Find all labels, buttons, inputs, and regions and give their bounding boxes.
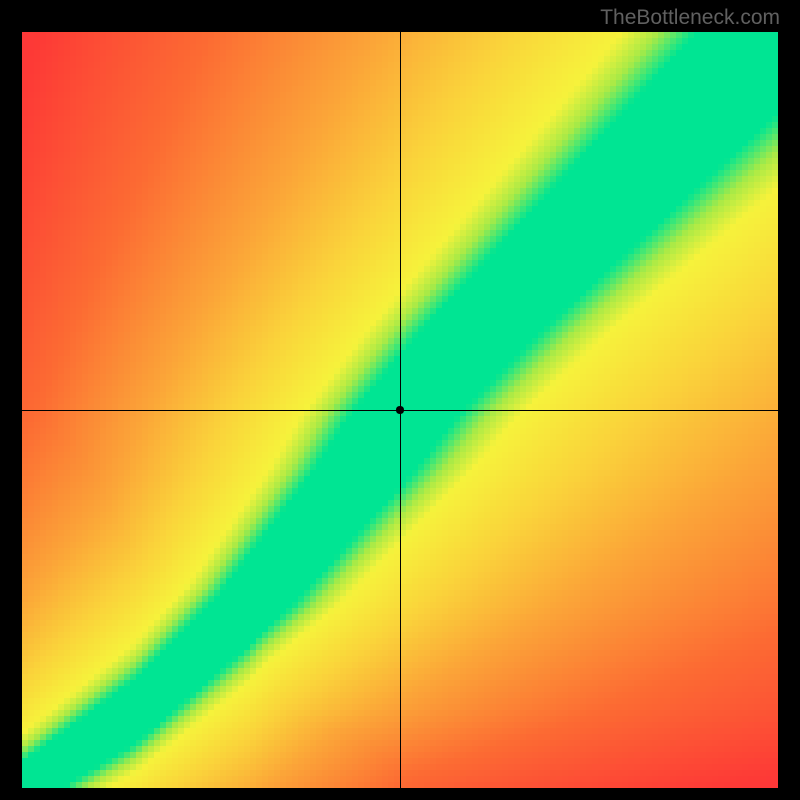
heatmap-plot [22,32,778,788]
watermark-text: TheBottleneck.com [600,6,780,30]
chart-container: TheBottleneck.com [0,0,800,800]
heatmap-canvas [22,32,778,788]
